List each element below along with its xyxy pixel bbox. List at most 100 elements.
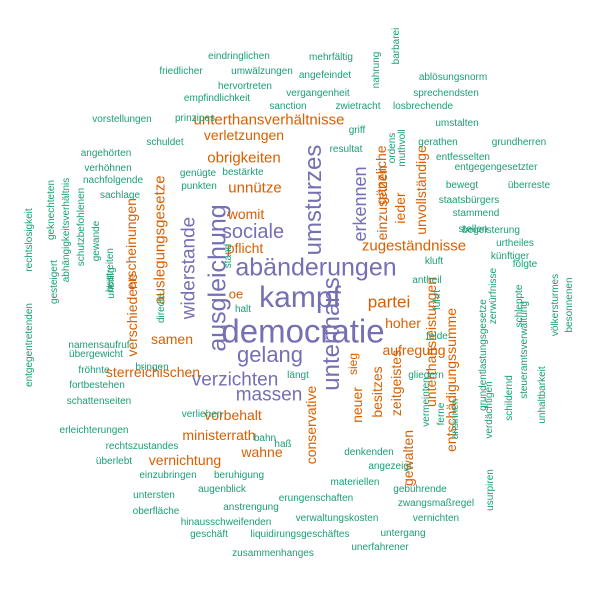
- word-einzusetzen: einzusetzen: [374, 165, 390, 241]
- word-vorstellungen: vorstellungen: [92, 114, 152, 125]
- word-unvollstaendige: unvollständige: [413, 145, 429, 235]
- word-unhaltbarkeit: unhaltbarkeit: [537, 366, 548, 424]
- word-laengt: längt: [287, 370, 309, 381]
- word-hoher: hoher: [385, 315, 421, 331]
- word-halt: halt: [234, 304, 252, 315]
- word-kampf: kampf: [259, 281, 341, 314]
- word-barbarei: barbarei: [391, 27, 402, 65]
- word-gewalten: gewalten: [400, 429, 416, 487]
- word-angezeigt: angezeigt: [368, 461, 412, 472]
- word-besonnenen: besonnenen: [564, 277, 575, 333]
- word-samen: samen: [150, 331, 194, 347]
- word-froehnte: fröhnte: [78, 365, 110, 376]
- word-ueberreste: überreste: [507, 180, 551, 191]
- word-womit: womit: [227, 206, 265, 222]
- word-losbrechende: losbrechende: [392, 101, 454, 112]
- word-sachlage: sachlage: [99, 190, 141, 201]
- word-ferne: ferne: [436, 402, 447, 426]
- word-hinausschweifenden: hinausschweifenden: [180, 517, 272, 528]
- word-fuehrt: führt: [432, 289, 443, 311]
- word-zeitgeistes: zeitgeistes: [388, 349, 404, 417]
- word-folgte: folgte: [512, 259, 538, 270]
- word-umwaelzungen: umwälzungen: [231, 66, 293, 77]
- word-erkennen: erkennen: [350, 166, 370, 242]
- word-vergangenheit: vergangenheit: [286, 88, 350, 99]
- word-einzubringen: einzubringen: [139, 470, 197, 481]
- word-ansinnen: ansinnen: [450, 398, 461, 440]
- word-hervortreten: hervortreten: [218, 81, 272, 92]
- word-namensaufruf: namensaufruf: [68, 340, 130, 351]
- word-sterreichischen: sterreichischen: [105, 364, 201, 380]
- word-bringen: bringen: [135, 362, 169, 373]
- word-sanction: sanction: [269, 101, 307, 112]
- word-verhoehnen: verhöhnen: [84, 163, 132, 174]
- word-untergang: untergang: [380, 528, 426, 539]
- word-auslegungsgesetze: auslegungsgesetze: [151, 175, 169, 305]
- word-nachfolgende: nachfolgende: [82, 175, 144, 186]
- word-abhaengigkeitsverhaeltnis: abhängigkeitsverhältnis: [61, 177, 72, 283]
- word-entgegentretenden: entgegentretenden: [24, 303, 35, 387]
- word-felde: felde: [426, 331, 448, 342]
- word-bestaerkte: bestärkte: [222, 167, 264, 178]
- word-zusammenhanges: zusammenhanges: [232, 548, 314, 559]
- word-verliehen: verliehen: [181, 409, 223, 420]
- word-bahn: bahn: [253, 433, 277, 444]
- word-zerwuerfnisse: zerwürfnisse: [488, 267, 499, 325]
- word-rechtszustandes: rechtszustandes: [105, 441, 179, 452]
- word-geknechteten: geknechteten: [46, 179, 57, 241]
- word-unterthansverhaeltnisse: unterthansverhältnisse: [193, 111, 345, 129]
- word-stellen: stellen: [458, 224, 488, 235]
- word-neuer: neuer: [349, 387, 365, 423]
- word-usurpiren: usurpiren: [485, 469, 496, 511]
- word-directe: directe: [156, 292, 167, 324]
- word-pflicht: pflicht: [226, 240, 264, 256]
- word-entfesselten: entfesselten: [436, 152, 490, 163]
- word-vermeinten: vermeinten: [421, 377, 432, 427]
- word-verletzungen: verletzungen: [203, 127, 285, 143]
- word-erleichterungen: erleichterungen: [59, 425, 129, 436]
- word-ieder: ieder: [392, 192, 408, 224]
- word-punkten: punkten: [181, 181, 217, 192]
- word-voelkersturmes: völkersturmes: [550, 273, 561, 337]
- word-verwaltungskosten: verwaltungskosten: [295, 513, 379, 524]
- word-kuenftiger: künftiger: [490, 251, 530, 262]
- word-sieg: sieg: [346, 352, 360, 376]
- word-genuegte: genügte: [179, 168, 217, 179]
- word-beruhigung: beruhigung: [213, 470, 265, 481]
- word-schutzbefohlenen: schutzbefohlenen: [76, 187, 87, 267]
- word-angehoerten: angehörten: [80, 148, 132, 159]
- word-verzichten: verzichten: [191, 369, 279, 391]
- word-unerfahrener: unerfahrener: [351, 542, 409, 553]
- word-gebuehrende: gebührende: [393, 484, 447, 495]
- word-ueberlebt: überlebt: [95, 456, 133, 467]
- word-begeisterung: begeisterung: [462, 225, 520, 236]
- word-gliedern: gliedern: [408, 370, 444, 381]
- word-ministerrath: ministerrath: [182, 427, 256, 443]
- word-gerathen: gerathen: [418, 137, 458, 148]
- word-denkenden: denkenden: [344, 447, 394, 458]
- word-liquidirungsgeschaeftes: liquidirungsgeschäftes: [250, 529, 350, 540]
- word-oberflaeche: oberfläche: [132, 506, 180, 517]
- word-zwietracht: zwietracht: [335, 101, 381, 112]
- word-staatsbuergers: staatsbürgers: [438, 195, 500, 206]
- word-anstrengung: anstrengung: [223, 502, 279, 513]
- word-zugestaendnisse: zugeständnisse: [361, 237, 467, 255]
- word-fortbestehen: fortbestehen: [69, 380, 125, 391]
- word-umsturzes: umsturzes: [300, 144, 327, 256]
- word-conservative: conservative: [303, 385, 319, 465]
- word-abaenderungen: abänderungen: [235, 253, 397, 282]
- word-umstalten: umstalten: [435, 118, 479, 129]
- word-grundherren: grundherren: [491, 137, 547, 148]
- word-kluft: kluft: [424, 256, 444, 267]
- word-materiellen: materiellen: [330, 477, 380, 488]
- word-prinzipes: prinzipes: [174, 113, 216, 124]
- word-unterthans: unterthans: [318, 277, 345, 391]
- word-untersten: untersten: [133, 490, 175, 501]
- word-steueramtsverwaltung: steueramtsverwaltung: [519, 301, 530, 399]
- word-empfindlichkeit: empfindlichkeit: [183, 93, 251, 104]
- word-sprechendsten: sprechendsten: [413, 88, 479, 99]
- word-angefeindet: angefeindet: [298, 70, 352, 81]
- word-geschaeft: geschäft: [190, 529, 228, 540]
- word-sociale: sociale: [221, 221, 285, 243]
- word-gelang: gelang: [236, 342, 304, 367]
